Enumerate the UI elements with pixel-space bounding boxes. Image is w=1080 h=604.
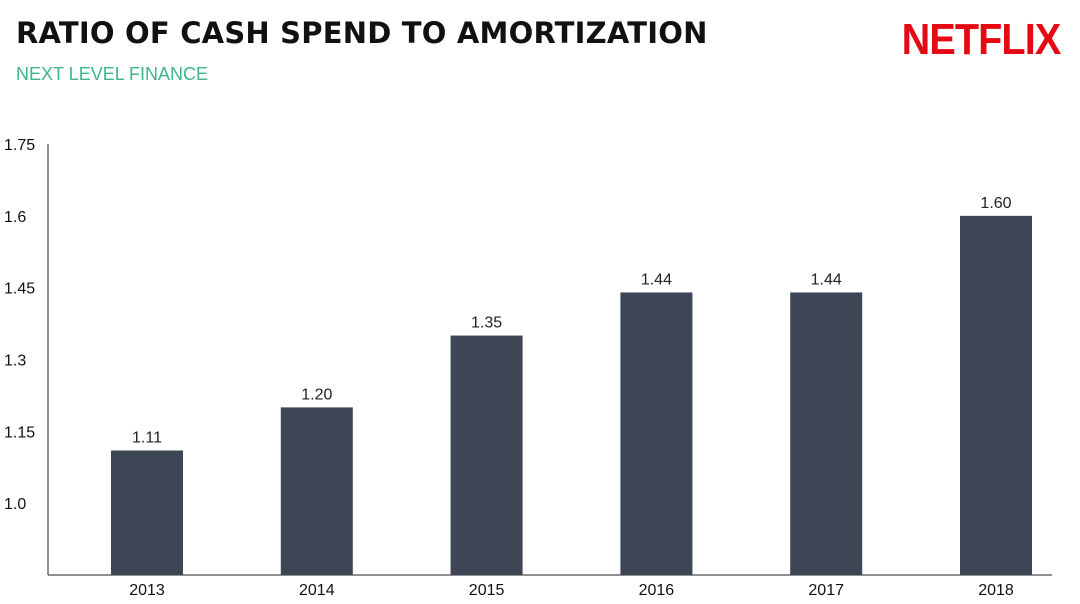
bar-2016 <box>620 292 693 575</box>
value-label-2017: 1.44 <box>811 271 842 288</box>
value-label-2018: 1.60 <box>980 195 1011 212</box>
value-label-2014: 1.20 <box>301 386 332 403</box>
value-label-2013: 1.11 <box>132 429 162 446</box>
chart-subtitle: NEXT LEVEL FINANCE <box>16 64 209 84</box>
x-tick-label-2013: 2013 <box>129 582 165 599</box>
y-tick-label: 1.3 <box>4 353 26 370</box>
y-tick-label: 1.45 <box>4 281 35 298</box>
bar-2018 <box>960 215 1032 576</box>
y-tick-label: 1.6 <box>4 209 26 226</box>
x-tick-label-2018: 2018 <box>978 582 1014 599</box>
value-label-2016: 1.44 <box>641 271 672 288</box>
y-tick-label: 1.0 <box>4 496 26 513</box>
x-tick-label-2016: 2016 <box>639 582 675 599</box>
bar-2014 <box>280 407 353 575</box>
x-tick-label-2015: 2015 <box>469 582 505 599</box>
y-tick-label: 1.15 <box>4 424 35 441</box>
bar-2017 <box>790 292 863 575</box>
x-tick-label-2017: 2017 <box>808 582 844 599</box>
value-label-2015: 1.35 <box>471 315 502 332</box>
y-tick-label: 1.75 <box>4 137 35 154</box>
chart-title: RATIO OF CASH SPEND TO AMORTIZATION <box>16 16 708 50</box>
x-tick-label-2014: 2014 <box>299 582 335 599</box>
bar-2013 <box>111 450 183 575</box>
bar-2015 <box>450 335 523 575</box>
netflix-logo: NETFLIX <box>901 15 1061 64</box>
